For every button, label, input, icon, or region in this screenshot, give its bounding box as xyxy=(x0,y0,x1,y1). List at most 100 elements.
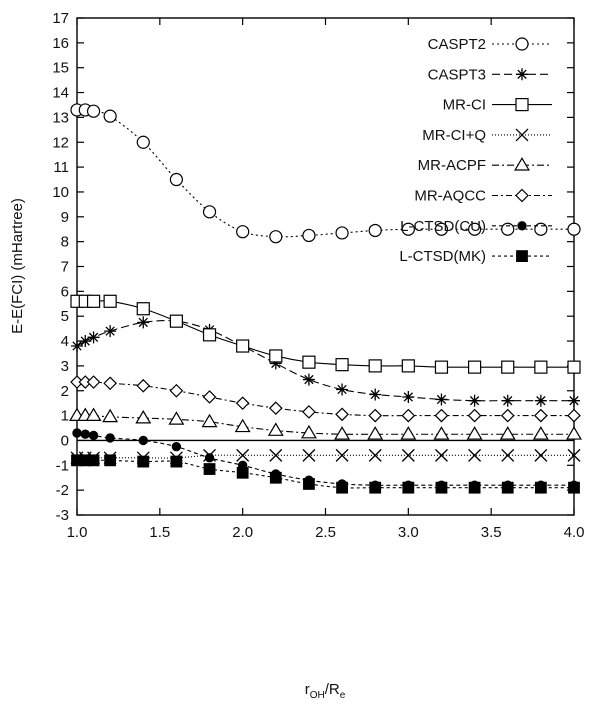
series-mr-ci-q xyxy=(70,448,581,465)
data-point xyxy=(300,424,317,439)
data-point xyxy=(336,383,349,396)
data-point xyxy=(467,408,482,423)
data-point xyxy=(368,448,382,462)
data-point xyxy=(86,375,101,389)
y-tick-label: 7 xyxy=(61,259,69,276)
data-point xyxy=(170,455,183,468)
data-point xyxy=(335,448,349,462)
series-line xyxy=(76,300,574,368)
data-point xyxy=(267,422,284,436)
data-point xyxy=(136,302,150,316)
data-point xyxy=(71,340,83,353)
data-point xyxy=(236,448,250,462)
data-point xyxy=(468,481,481,494)
data-point xyxy=(168,411,185,425)
data-point xyxy=(433,426,450,440)
data-point xyxy=(80,429,90,439)
legend-marker xyxy=(514,157,530,171)
data-point xyxy=(435,481,448,494)
y-tick-label: 16 xyxy=(52,35,69,52)
data-point xyxy=(269,230,283,244)
legend-label: L-CTSD(CU) xyxy=(400,218,486,235)
legend-marker xyxy=(516,68,528,81)
data-point xyxy=(269,357,282,370)
data-point xyxy=(103,294,117,308)
data-point xyxy=(104,454,117,467)
data-point xyxy=(137,455,150,468)
legend-marker xyxy=(515,37,529,51)
data-point xyxy=(434,360,449,374)
x-axis-ticks: 1.0 1.5 2.0 2.5 3.0 3.5 4.0 xyxy=(67,18,585,541)
y-tick-label: 4 xyxy=(61,333,69,350)
data-point xyxy=(468,222,482,236)
data-point xyxy=(434,222,449,236)
data-point xyxy=(468,360,482,374)
data-point xyxy=(336,481,348,494)
x-axis-title-slash: /R xyxy=(325,681,340,698)
data-point xyxy=(401,359,415,373)
y-tick-label: 12 xyxy=(52,134,69,151)
y-tick-label: -3 xyxy=(56,507,69,524)
data-point xyxy=(534,408,548,423)
data-point xyxy=(368,359,382,373)
series-line xyxy=(76,414,574,435)
data-point xyxy=(169,383,184,398)
data-point xyxy=(235,396,250,411)
y-tick-label: 13 xyxy=(52,109,69,126)
data-point xyxy=(202,205,217,219)
data-point xyxy=(402,390,415,403)
data-point xyxy=(202,328,217,342)
data-point xyxy=(302,228,316,243)
legend-label: MR-CI+Q xyxy=(422,127,486,144)
data-point xyxy=(501,360,515,374)
data-point xyxy=(567,222,581,236)
data-point xyxy=(401,222,415,236)
legend-label: L-CTSD(MK) xyxy=(399,248,486,265)
y-tick-label: 15 xyxy=(52,60,69,77)
data-point xyxy=(468,448,482,462)
data-point xyxy=(105,433,115,443)
series-line xyxy=(76,459,574,489)
data-point xyxy=(203,463,216,475)
x-axis-title-sub2: e xyxy=(340,690,346,701)
data-point xyxy=(302,373,315,386)
data-point xyxy=(303,478,315,490)
data-point xyxy=(567,408,581,423)
data-point xyxy=(169,172,183,187)
y-tick-label: 2 xyxy=(61,383,69,400)
data-point xyxy=(532,426,549,440)
series-l-ctsd-mk- xyxy=(71,454,580,494)
data-point xyxy=(368,223,382,238)
y-tick-label: 1 xyxy=(61,408,69,425)
x-tick-label: 1.5 xyxy=(149,524,170,541)
data-point xyxy=(367,426,384,440)
data-point xyxy=(87,331,100,344)
data-point xyxy=(501,222,515,236)
data-point xyxy=(335,407,349,422)
data-point xyxy=(236,225,250,239)
x-tick-label: 4.0 xyxy=(564,524,585,541)
data-point xyxy=(103,376,117,391)
legend-marker xyxy=(516,250,528,262)
data-point xyxy=(79,335,92,348)
legend-label: CASPT3 xyxy=(428,66,486,83)
x-tick-label: 1.0 xyxy=(67,524,88,541)
data-point xyxy=(86,104,101,118)
legend-label: MR-ACPF xyxy=(418,157,486,174)
data-point xyxy=(88,430,99,441)
x-axis-title-sub1: OH xyxy=(310,690,325,701)
y-tick-label: 17 xyxy=(52,10,69,27)
data-point xyxy=(368,408,383,423)
series-mr-aqcc xyxy=(70,375,581,423)
data-point xyxy=(204,453,215,463)
data-point xyxy=(501,481,514,494)
x-tick-label: 2.0 xyxy=(232,524,253,541)
data-point xyxy=(401,408,416,423)
legend-label: CASPT2 xyxy=(428,36,486,53)
data-point xyxy=(138,435,148,446)
data-point xyxy=(72,428,82,438)
series-mr-acpf xyxy=(69,407,582,440)
data-point xyxy=(401,448,415,462)
series-line xyxy=(76,381,574,417)
y-tick-label: 8 xyxy=(61,234,69,251)
